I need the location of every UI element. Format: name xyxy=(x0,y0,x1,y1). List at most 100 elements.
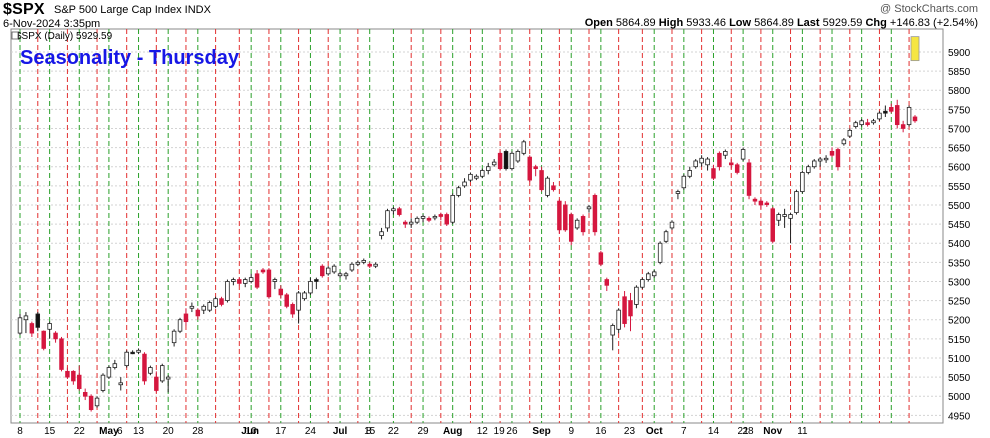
ticker-symbol: $SPX xyxy=(3,1,45,18)
legend-swatch xyxy=(11,31,19,40)
candle-body xyxy=(794,191,799,214)
x-tick-label: 22 xyxy=(388,426,400,437)
candle-body xyxy=(841,139,847,145)
high-label: High xyxy=(658,17,684,29)
y-tick-label: 5700 xyxy=(948,124,971,135)
candle-body xyxy=(545,177,550,196)
candle-body xyxy=(100,374,106,391)
candle-body xyxy=(853,122,858,127)
candle-body xyxy=(829,151,835,156)
candle-body xyxy=(213,298,218,307)
candle-body xyxy=(628,300,633,317)
candle-body xyxy=(183,313,189,323)
quote-line: Open 5864.89 High 5933.46 Low 5864.89 La… xyxy=(585,17,978,29)
candle-body xyxy=(509,152,515,170)
x-tick-label: 29 xyxy=(417,426,429,437)
candle-body xyxy=(171,330,177,344)
candle-body xyxy=(568,214,574,242)
candle-body xyxy=(740,149,746,160)
candle-body xyxy=(254,273,260,288)
candle-body xyxy=(503,151,509,170)
last-price-marker xyxy=(910,36,920,62)
candle-body xyxy=(634,286,639,305)
candle-body xyxy=(331,265,337,273)
candle-body xyxy=(355,261,361,265)
candle-body xyxy=(812,160,817,168)
candle-body xyxy=(219,298,224,305)
candle-body xyxy=(296,292,301,311)
candle-body xyxy=(142,353,147,382)
candle-body xyxy=(859,120,864,126)
candle-body xyxy=(622,296,627,324)
x-tick-label: 21 xyxy=(738,426,750,437)
candle-body xyxy=(693,160,698,168)
candle-body xyxy=(592,194,598,233)
y-tick-label: 5550 xyxy=(948,182,971,193)
candle-body xyxy=(817,158,823,162)
candle-body xyxy=(752,198,758,202)
open-label: Open xyxy=(584,17,613,29)
candle-body xyxy=(118,382,123,386)
candle-body xyxy=(900,124,906,129)
candle-body xyxy=(408,221,414,225)
x-tick-label: 14 xyxy=(708,426,720,437)
candle-body xyxy=(314,279,319,282)
x-tick-label: 28 xyxy=(192,426,204,437)
candle-body xyxy=(711,168,716,179)
x-tick-label: Oct xyxy=(646,426,663,437)
candle-body xyxy=(444,214,449,225)
candle-body xyxy=(41,330,46,349)
candle-body xyxy=(189,305,195,309)
y-tick-label: 5150 xyxy=(948,335,971,346)
candle-body xyxy=(847,129,853,137)
candle-body xyxy=(432,216,438,219)
candle-body xyxy=(379,231,384,236)
candle-body xyxy=(598,252,604,265)
x-tick-label: 7 xyxy=(681,426,687,437)
candle-body xyxy=(675,191,681,194)
candle-body xyxy=(723,151,728,156)
candle-body xyxy=(770,208,775,242)
candle-body xyxy=(59,338,64,370)
y-tick-label: 5000 xyxy=(948,392,971,403)
candle-body xyxy=(557,200,562,231)
y-tick-label: 5300 xyxy=(948,277,971,288)
candle-body xyxy=(823,157,829,161)
candle-body xyxy=(604,279,610,286)
x-tick-label: 15 xyxy=(364,426,376,437)
x-tick-label: 24 xyxy=(305,426,317,437)
candle-body xyxy=(373,263,378,267)
candle-body xyxy=(663,231,669,242)
candle-body xyxy=(82,391,88,397)
candle-body xyxy=(343,273,349,277)
candle-body xyxy=(337,273,343,277)
candle-body xyxy=(764,202,770,205)
candle-body xyxy=(266,269,272,298)
candle-body xyxy=(450,194,455,223)
candle-body xyxy=(260,269,266,273)
candle-body xyxy=(136,349,141,353)
candle-body xyxy=(124,351,129,367)
site-credit: @ StockCharts.com xyxy=(880,3,978,15)
candle-body xyxy=(278,288,284,296)
y-tick-label: 5800 xyxy=(948,86,971,97)
last-value: 5929.59 xyxy=(822,17,863,29)
candle-body xyxy=(165,376,171,380)
candle-body xyxy=(438,214,444,217)
candle-body xyxy=(106,367,112,378)
candle-body xyxy=(729,162,734,166)
x-tick-label: 20 xyxy=(163,426,175,437)
candle-body xyxy=(29,323,35,334)
x-tick-label: 19 xyxy=(494,426,506,437)
candle-body xyxy=(154,376,159,391)
candle-body xyxy=(349,263,355,271)
candle-body xyxy=(361,260,367,263)
x-tick-label: Jun xyxy=(241,426,259,437)
candle-body xyxy=(480,170,485,177)
candle-body xyxy=(391,208,396,212)
y-tick-label: 5850 xyxy=(948,67,971,78)
candle-body xyxy=(563,204,568,231)
y-tick-label: 5050 xyxy=(948,373,971,384)
candle-body xyxy=(23,315,29,321)
candle-body xyxy=(420,216,426,219)
